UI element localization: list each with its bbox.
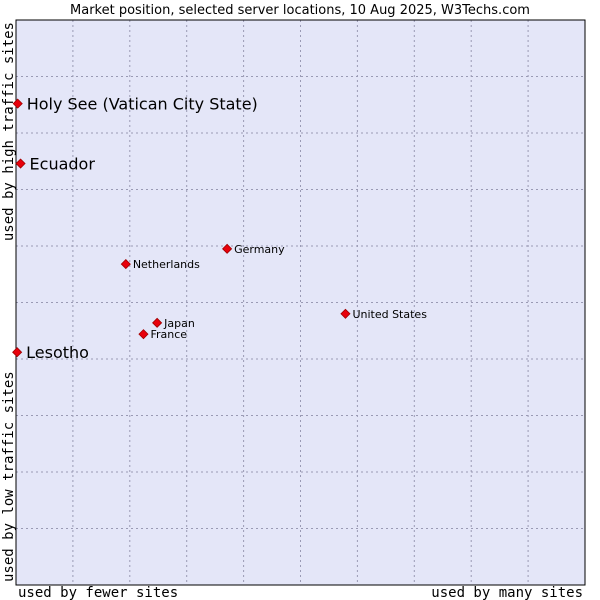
point-label-holy-see-vatican-city-state: Holy See (Vatican City State) [27, 95, 258, 114]
x-axis-label-fewer: used by fewer sites [18, 585, 178, 600]
x-axis-label-many: used by many sites [431, 585, 583, 600]
point-marker-united-states [340, 308, 351, 319]
grid-lines [16, 20, 585, 585]
chart-title: Market position, selected server locatio… [70, 3, 530, 18]
point-label-united-states: United States [352, 308, 427, 321]
point-marker-germany [222, 243, 233, 254]
point-label-lesotho: Lesotho [26, 343, 89, 362]
point-label-netherlands: Netherlands [133, 258, 200, 271]
point-label-germany: Germany [234, 243, 285, 256]
point-label-japan: Japan [163, 317, 195, 330]
point-marker-japan [152, 317, 163, 328]
y-axis-label-low: used by low traffic sites [1, 371, 17, 582]
plot-border [15, 19, 586, 586]
point-marker-lesotho [12, 347, 23, 358]
point-marker-holy-see-vatican-city-state [12, 98, 23, 109]
y-axis-label-high: used by high traffic sites [1, 22, 17, 241]
point-marker-netherlands [120, 259, 131, 270]
point-label-france: France [150, 328, 187, 341]
point-marker-france [138, 329, 149, 340]
point-marker-ecuador [15, 158, 26, 169]
point-label-ecuador: Ecuador [30, 155, 96, 174]
data-points: Holy See (Vatican City State) Ecuador Leso… [12, 95, 427, 362]
